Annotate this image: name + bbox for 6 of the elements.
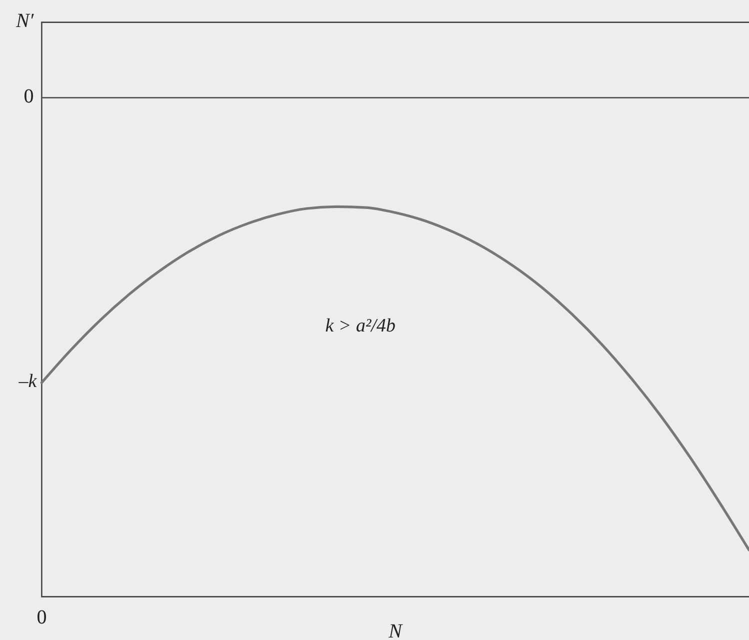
annotation: k > a²/4b [325,315,396,336]
x-axis-title: N [388,620,404,640]
text: 0 [36,606,47,628]
y-axis-title: N′ [14,10,34,32]
text: –k [18,371,38,392]
ref-line-label: 0 [24,85,34,108]
